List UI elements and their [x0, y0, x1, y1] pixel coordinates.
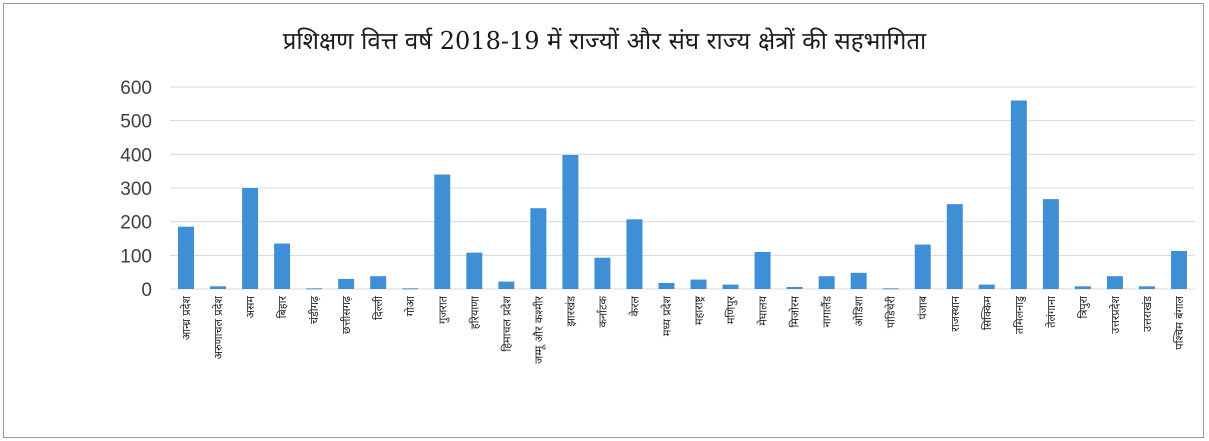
- y-tick-label: 500: [120, 112, 152, 133]
- bar-3: [274, 243, 291, 289]
- x-category-label: मणिपुर: [725, 296, 738, 325]
- bar-28: [1074, 286, 1091, 289]
- bar-26: [1010, 100, 1027, 289]
- x-category-label: राजस्थान: [949, 295, 962, 331]
- bar-20: [818, 276, 835, 289]
- x-category-label: त्रिपुरा: [1077, 296, 1090, 319]
- bar-13: [594, 257, 611, 289]
- bar-7: [402, 288, 419, 290]
- bar-23: [914, 244, 931, 289]
- y-tick-label: 600: [120, 78, 152, 99]
- bar-21: [850, 272, 867, 289]
- chart-frame: [3, 3, 1204, 438]
- chart-title: प्रशिक्षण वित्त वर्ष 2018-19 में राज्यों…: [282, 27, 927, 55]
- x-category-label: मिजोरम: [789, 296, 802, 328]
- x-category-label: हिमाचल प्रदेश: [500, 295, 513, 351]
- bar-22: [882, 288, 899, 290]
- x-category-label: गोआ: [404, 295, 417, 316]
- y-tick-label: 200: [120, 213, 152, 234]
- x-category-label: पांडिचेरी: [885, 296, 898, 328]
- x-category-label: दिल्ली: [372, 296, 385, 320]
- bar-19: [786, 286, 803, 289]
- x-category-label: ओडिशा: [853, 296, 866, 326]
- bar-30: [1138, 286, 1155, 289]
- bar-27: [1042, 199, 1059, 289]
- x-category-label: आन्ध्र प्रदेश: [180, 295, 193, 340]
- bar-1: [210, 286, 227, 289]
- bar-14: [626, 219, 643, 289]
- bar-15: [658, 282, 675, 289]
- bar-6: [370, 276, 387, 289]
- x-category-label: उत्तरप्रदेश: [1109, 295, 1122, 333]
- bar-8: [434, 174, 451, 289]
- x-category-label: तेलंगाना: [1045, 296, 1058, 328]
- bar-11: [530, 208, 547, 289]
- x-category-label: झारखंड: [564, 296, 577, 327]
- y-axis-tick-labels: 0 100 200 300 400 500 600: [120, 78, 152, 301]
- x-category-label: बिहार: [276, 296, 289, 319]
- x-category-label: तमिलनाडु: [1013, 296, 1026, 334]
- bar-16: [690, 279, 707, 289]
- bar-0: [178, 226, 195, 289]
- x-category-label: मध्य प्रदेश: [660, 295, 673, 336]
- y-tick-label: 0: [141, 280, 152, 301]
- x-category-label: महाराष्ट्र: [693, 295, 706, 325]
- x-category-label: पंजाब: [917, 295, 930, 319]
- x-category-label: मेघालय: [757, 295, 770, 325]
- x-category-label: गुजरात: [436, 295, 449, 324]
- bar-29: [1106, 276, 1123, 289]
- gridlines: [170, 86, 1195, 290]
- y-tick-label: 300: [120, 179, 152, 200]
- x-category-label: सिक्किम: [981, 296, 994, 331]
- bar-24: [946, 204, 963, 289]
- x-category-label: चंडीगढ़: [308, 295, 321, 324]
- bar-25: [978, 284, 995, 289]
- bar-9: [466, 252, 483, 289]
- bars: [178, 100, 1187, 290]
- x-category-label: छत्तीसगढ़: [340, 295, 353, 334]
- bar-12: [562, 155, 579, 289]
- x-category-label: असम: [244, 296, 257, 319]
- bar-2: [242, 188, 259, 289]
- bar-10: [498, 281, 515, 289]
- x-category-label: कर्नाटक: [596, 295, 609, 327]
- bar-4: [306, 288, 323, 290]
- x-axis-category-labels: आन्ध्र प्रदेश अरुणाचल प्रदेश असम बिहार चंडीग…: [180, 295, 1186, 364]
- y-tick-label: 100: [120, 246, 152, 267]
- bar-5: [338, 278, 355, 289]
- x-category-label: उत्तराखंड: [1141, 296, 1154, 332]
- x-category-label: जम्मू और कश्मीर: [532, 296, 546, 364]
- bar-17: [722, 284, 739, 289]
- bar-18: [754, 251, 771, 289]
- bar-31: [1170, 250, 1187, 289]
- x-category-label: नागालैंड: [821, 296, 834, 327]
- x-category-label: केरल: [628, 295, 641, 316]
- x-category-label: अरुणाचल प्रदेश: [212, 295, 225, 359]
- x-category-label: पश्चिम बंगाल: [1173, 295, 1186, 349]
- x-category-label: हरियाणा: [468, 296, 481, 329]
- y-tick-label: 400: [120, 145, 152, 166]
